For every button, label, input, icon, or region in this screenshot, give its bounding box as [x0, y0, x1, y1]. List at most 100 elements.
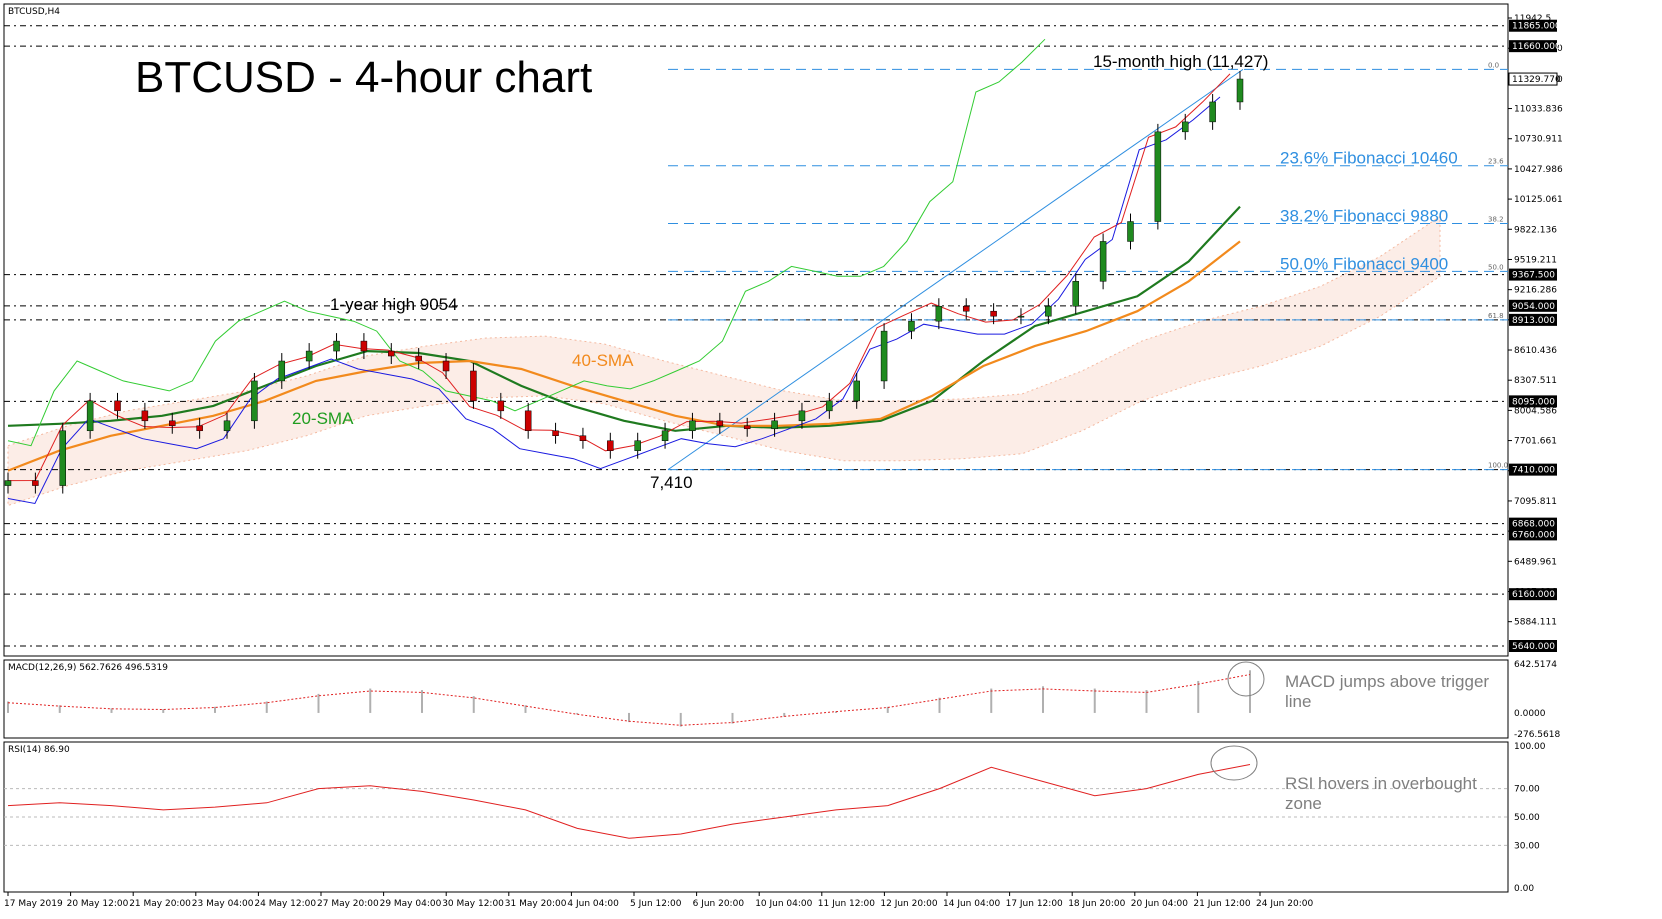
level-tag-bg: [1509, 268, 1557, 281]
macd-bar: [628, 712, 630, 723]
sma40-line: [7, 240, 1241, 472]
indicator-lines: [7, 38, 1241, 505]
macd-bar: [317, 693, 320, 713]
candle-body: [32, 480, 39, 486]
candle-body: [470, 370, 477, 402]
candle-body: [1072, 281, 1079, 307]
level-tag-label: 11660.000: [1512, 42, 1561, 52]
candle-body: [388, 350, 395, 357]
price-tick-label: 8610.436: [1514, 346, 1557, 356]
time-tick-label: 24 May 12:00: [254, 899, 316, 909]
time-tick-label: 29 May 04:00: [380, 899, 442, 909]
time-tick-label: 10 Jun 04:00: [755, 899, 812, 909]
candle-body: [880, 330, 888, 382]
time-tick-label: 18 Jun 20:00: [1068, 899, 1125, 909]
macd-bar: [1145, 690, 1148, 713]
macd-label: MACD(12,26,9) 562.7626 496.5319: [8, 663, 168, 673]
candle-body: [661, 430, 669, 441]
sma20-line: [7, 205, 1241, 432]
rsi-tick-label: 50.00: [1514, 813, 1540, 823]
macd-tick-label: 642.5174: [1514, 660, 1557, 670]
kijun-line: [7, 96, 1221, 505]
fib-tag: 50.0: [1488, 263, 1504, 271]
candle-body: [223, 420, 231, 432]
candle-body: [305, 350, 313, 362]
time-tick-label: 11 Jun 12:00: [818, 899, 875, 909]
time-tick-label: 23 May 04:00: [192, 899, 254, 909]
candle-body: [607, 440, 614, 451]
macd-bar: [783, 712, 786, 717]
price-tick-label: 10730.911: [1514, 135, 1563, 145]
macd-tick-label: -276.5618: [1514, 730, 1560, 740]
fib-tag: 0.0: [1488, 61, 1499, 69]
level-tag-bg: [1509, 40, 1557, 53]
candle-body: [634, 440, 641, 451]
level-tag-bg: [1509, 640, 1557, 652]
rsi-tick-label: 70.00: [1514, 785, 1540, 795]
rsi-tick-label: 100.00: [1514, 742, 1546, 752]
macd-note-line1: MACD jumps above trigger: [1285, 672, 1489, 691]
level-tag-bg: [1509, 19, 1557, 32]
chikou-line: [7, 38, 1046, 447]
price-tick-label: 5884.111: [1514, 618, 1557, 628]
candle-body: [278, 360, 286, 382]
candle-body: [86, 400, 94, 432]
low-annotation: 7,410: [650, 473, 693, 492]
rsi-note-line2: zone: [1285, 794, 1322, 813]
macd-signal-line: [7, 674, 1251, 726]
macd-bar: [369, 688, 372, 713]
macd-bar: [576, 712, 579, 715]
level-tag-bg: [1509, 463, 1557, 476]
macd-bar: [472, 696, 475, 713]
macd-bar: [421, 690, 423, 713]
candle-body: [497, 400, 505, 412]
time-tick-label: 21 Jun 12:00: [1193, 899, 1250, 909]
fib-tag: 100.0: [1488, 462, 1508, 470]
candle-body: [1209, 101, 1216, 123]
rsi-tick-label: 30.00: [1514, 841, 1540, 851]
candle-body: [360, 340, 368, 352]
level-tag-label: 6868.000: [1512, 520, 1555, 530]
candle-body: [798, 410, 806, 422]
macd-bar: [679, 712, 682, 727]
candle-body: [114, 400, 121, 412]
candle-body: [1017, 315, 1025, 318]
candle-body: [1127, 221, 1134, 242]
candle-body: [579, 435, 587, 441]
time-tick-label: 17 May 2019: [4, 899, 63, 909]
macd-pane-frame: [3, 659, 1509, 739]
candle-body: [935, 305, 943, 322]
macd-bar: [835, 711, 837, 713]
candle-body: [689, 420, 696, 432]
candle-body: [1154, 131, 1162, 222]
candle-body: [552, 430, 559, 437]
macd-bar: [58, 705, 61, 713]
macd-note-line2: line: [1285, 692, 1311, 711]
time-tick-label: 31 May 20:00: [505, 899, 567, 909]
level-tag-label: 6760.000: [1512, 530, 1555, 540]
price-tick-label: 9519.211: [1514, 255, 1557, 265]
fib-label: 38.2% Fibonacci 9880: [1280, 207, 1448, 226]
candle-body: [442, 360, 450, 372]
horizontal-levels: [4, 25, 1508, 647]
time-tick-label: 17 Jun 12:00: [1006, 899, 1063, 909]
candle-body: [169, 420, 176, 427]
symbol-label: BTCUSD,H4: [8, 7, 60, 17]
price-tick-label: 9822.136: [1514, 225, 1557, 235]
price-tick-label: 6489.961: [1514, 557, 1557, 567]
price-tick-label: 7095.811: [1514, 497, 1557, 507]
level-tag-bg: [1509, 588, 1557, 601]
candle-body: [962, 305, 970, 312]
candle-body: [524, 410, 532, 432]
candle-body: [415, 355, 422, 362]
time-tick-label: 24 Jun 20:00: [1256, 899, 1313, 909]
candle-body: [853, 380, 860, 402]
candle-body: [1181, 121, 1189, 133]
price-tick-label: 7701.661: [1514, 437, 1557, 447]
fib-label: 23.6% Fibonacci 10460: [1280, 149, 1458, 168]
rsi-line: 100.00 70.00 50.00 30.00 0.00: [4, 742, 1546, 894]
macd-bar: [1093, 688, 1096, 713]
level-tag-label: 7410.000: [1512, 466, 1555, 476]
candle-body: [251, 380, 258, 422]
